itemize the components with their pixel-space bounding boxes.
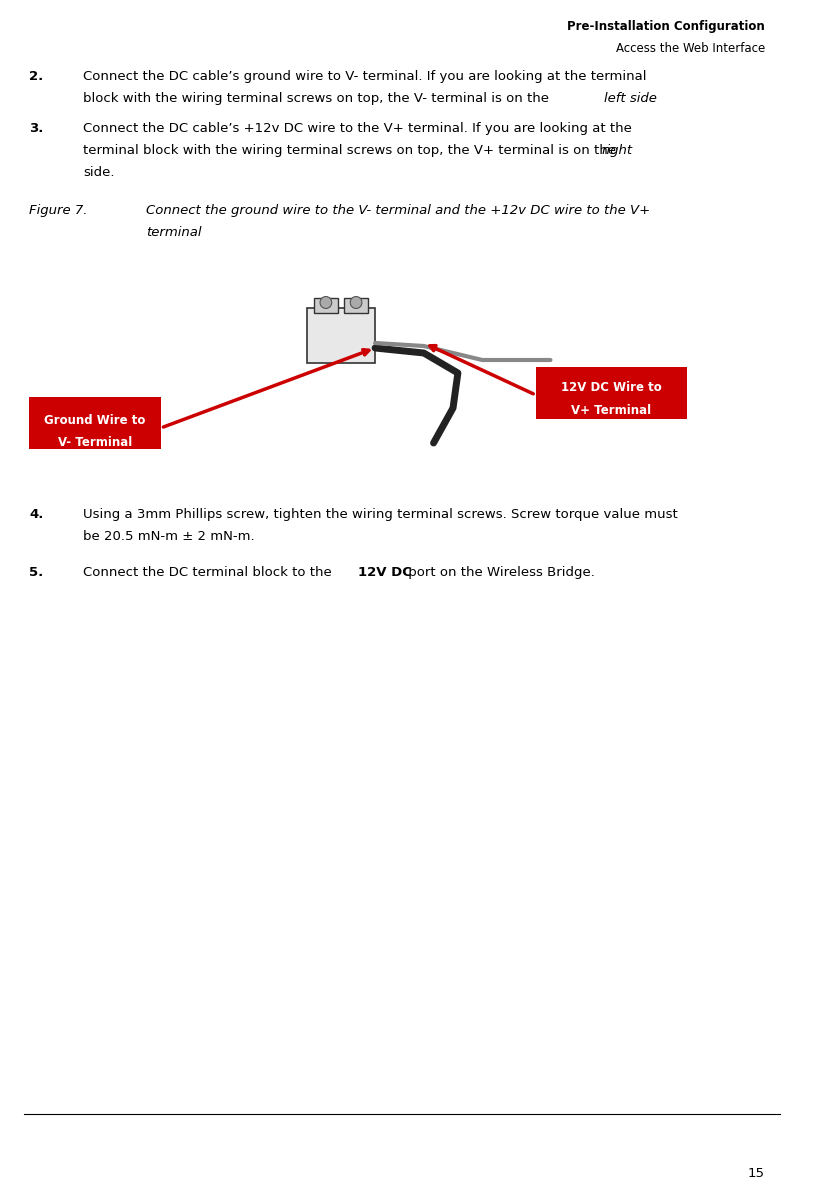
Text: 12V DC: 12V DC [357,565,412,579]
Text: 12V DC Wire to: 12V DC Wire to [561,381,662,394]
Circle shape [320,296,332,309]
Bar [314,298,338,313]
Text: Connect the ground wire to the V- terminal and the +12v DC wire to the V+: Connect the ground wire to the V- termin… [146,204,650,217]
Text: 15: 15 [747,1167,765,1180]
Text: terminal: terminal [146,226,201,238]
Text: side.: side. [82,167,115,179]
Text: Ground Wire to: Ground Wire to [45,413,146,426]
Bar [344,298,368,313]
Bar [29,397,161,449]
Text: Pre-Installation Configuration: Pre-Installation Configuration [567,20,765,34]
Circle shape [351,296,362,309]
Text: 4.: 4. [29,508,44,521]
Bar [307,308,375,363]
Text: Connect the DC cable’s ground wire to V- terminal. If you are looking at the ter: Connect the DC cable’s ground wire to V-… [82,69,646,83]
Text: 2.: 2. [29,69,44,83]
Text: V- Terminal: V- Terminal [58,436,132,449]
Text: block with the wiring terminal screws on top, the V- terminal is on the: block with the wiring terminal screws on… [82,92,553,105]
Text: Using a 3mm Phillips screw, tighten the wiring terminal screws. Screw torque val: Using a 3mm Phillips screw, tighten the … [82,508,677,521]
Text: terminal block with the wiring terminal screws on top, the V+ terminal is on the: terminal block with the wiring terminal … [82,144,620,157]
Text: Connect the DC terminal block to the: Connect the DC terminal block to the [82,565,336,579]
Text: Connect the DC cable’s +12v DC wire to the V+ terminal. If you are looking at th: Connect the DC cable’s +12v DC wire to t… [82,122,632,135]
Text: left side: left side [604,92,657,105]
Text: Access the Web Interface: Access the Web Interface [615,42,765,55]
Text: be 20.5 mN-m ± 2 mN-m.: be 20.5 mN-m ± 2 mN-m. [82,530,254,543]
Text: port on the Wireless Bridge.: port on the Wireless Bridge. [404,565,595,579]
Text: 5.: 5. [29,565,44,579]
Text: Figure 7.: Figure 7. [29,204,87,217]
Bar [535,367,687,419]
Text: 3.: 3. [29,122,44,135]
Text: right: right [601,144,632,157]
Text: V+ Terminal: V+ Terminal [571,405,652,417]
Text: .: . [651,92,655,105]
